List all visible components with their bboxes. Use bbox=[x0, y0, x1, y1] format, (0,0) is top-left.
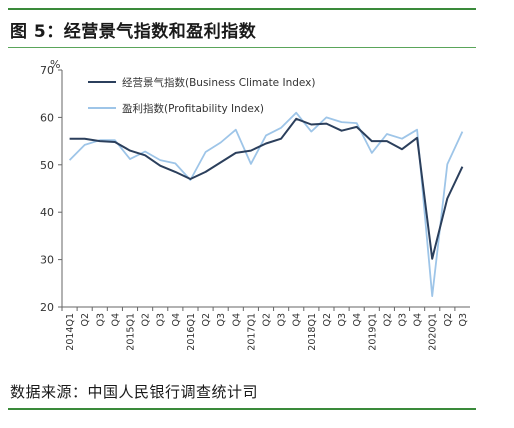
x-tick-label: 2018Q1 bbox=[307, 313, 318, 351]
y-axis-ticks: 20 30 40 50 60 70 bbox=[40, 64, 62, 314]
y-tick-label: 30 bbox=[40, 254, 54, 267]
y-tick-label: 70 bbox=[40, 64, 54, 77]
y-tick-label: 40 bbox=[40, 206, 54, 219]
legend-label: 经营景气指数(Business Climate Index) bbox=[122, 76, 315, 89]
x-tick-label: Q4 bbox=[171, 313, 182, 327]
source-note: 数据来源：中国人民银行调查统计司 bbox=[10, 383, 259, 401]
title-divider bbox=[8, 47, 476, 48]
x-tick-label: Q3 bbox=[458, 313, 469, 327]
x-tick-label: Q4 bbox=[110, 313, 121, 327]
x-tick-label: Q2 bbox=[80, 313, 91, 327]
x-axis-ticks: 2014Q1 Q2 Q3 Q4 2015Q1 Q2 Q3 Q4 2016Q1 Q2 Q3 Q4 2017… bbox=[61, 307, 469, 351]
bottom-rule bbox=[8, 408, 476, 410]
x-tick-label: Q2 bbox=[262, 313, 273, 327]
x-tick-label: Q4 bbox=[292, 313, 303, 327]
top-rule bbox=[8, 8, 476, 10]
x-tick-label: Q3 bbox=[277, 313, 288, 327]
y-tick-label: 60 bbox=[40, 111, 54, 124]
x-tick-label: 2015Q1 bbox=[126, 313, 137, 351]
series-line-profitability bbox=[68, 111, 464, 298]
chart-axes bbox=[61, 70, 470, 308]
x-tick-label: 2020Q1 bbox=[428, 313, 439, 351]
x-tick-label: Q3 bbox=[398, 313, 409, 327]
series-line-business-climate bbox=[69, 117, 464, 260]
x-tick-label: Q2 bbox=[201, 313, 212, 327]
x-tick-label: 2014Q1 bbox=[65, 313, 76, 351]
x-tick-label: Q3 bbox=[95, 313, 106, 327]
x-tick-label: 2019Q1 bbox=[367, 313, 378, 351]
y-tick-label: 20 bbox=[40, 301, 54, 314]
x-tick-label: Q3 bbox=[337, 313, 348, 327]
chart-title: 图 5：经营景气指数和盈利指数 bbox=[10, 22, 257, 42]
x-tick-label: Q3 bbox=[216, 313, 227, 327]
y-axis-unit-label: % bbox=[50, 58, 60, 71]
x-tick-label: Q2 bbox=[443, 313, 454, 327]
x-tick-label: Q4 bbox=[231, 313, 242, 327]
legend-label: 盈利指数(Profitability Index) bbox=[122, 102, 264, 115]
series-layer bbox=[68, 111, 464, 298]
x-tick-label: Q4 bbox=[413, 313, 424, 327]
x-tick-label: Q3 bbox=[156, 313, 167, 327]
x-tick-label: Q2 bbox=[322, 313, 333, 327]
y-tick-label: 50 bbox=[40, 159, 54, 172]
x-tick-label: Q4 bbox=[352, 313, 363, 327]
legend: 经营景气指数(Business Climate Index) 盈利指数(Profi… bbox=[88, 76, 315, 115]
x-tick-label: Q2 bbox=[141, 313, 152, 327]
x-tick-label: 2017Q1 bbox=[246, 313, 257, 351]
x-tick-label: Q2 bbox=[382, 313, 393, 327]
x-tick-label: 2016Q1 bbox=[186, 313, 197, 351]
